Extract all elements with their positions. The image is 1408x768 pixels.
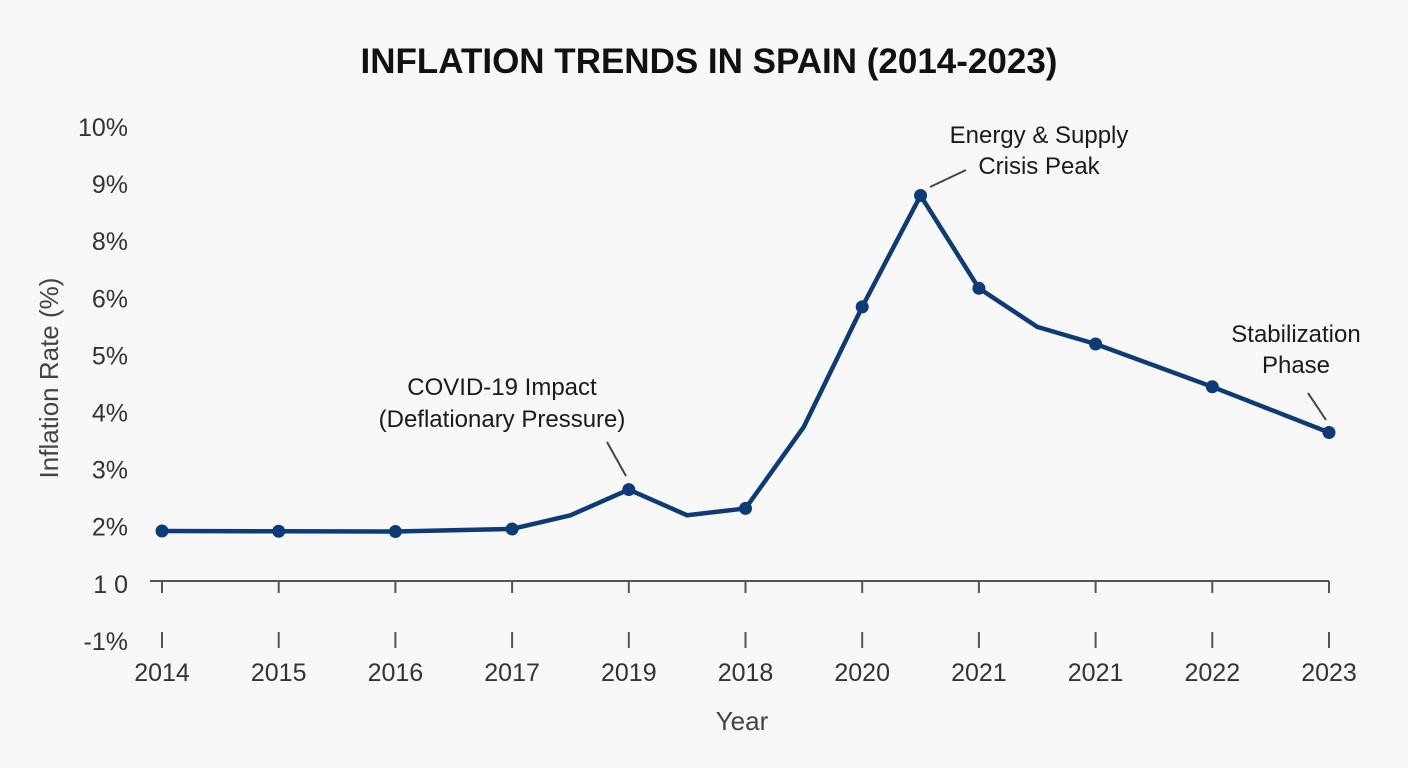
data-point: [1322, 425, 1336, 439]
annotation-text: Energy & Supply: [950, 122, 1129, 149]
x-tick-label: 2023: [1301, 659, 1357, 687]
y-tick-label: 8%: [92, 228, 128, 256]
annotation-text: Phase: [1262, 352, 1330, 379]
data-point: [1089, 337, 1103, 351]
chart-title: INFLATION TRENDS IN SPAIN (2014-2023): [361, 42, 1058, 81]
x-tick-label: 2017: [484, 659, 540, 687]
y-tick-label: 5%: [92, 342, 128, 370]
data-point: [855, 300, 869, 314]
y-tick-label: 2%: [92, 514, 128, 542]
x-tick-label: 2021: [1068, 659, 1124, 687]
data-point: [972, 281, 986, 295]
annotation-text: Crisis Peak: [978, 153, 1100, 180]
y-tick-label: 9%: [92, 171, 128, 199]
y-tick-label: 3%: [92, 457, 128, 485]
y-axis-label: Inflation Rate (%): [34, 278, 64, 479]
y-tick-label: -1%: [84, 628, 128, 656]
annotation-leader: [1307, 392, 1327, 421]
x-tick-label: 2015: [251, 659, 307, 687]
x-tick-label: 2020: [834, 659, 890, 687]
annotation-text: Stabilization: [1231, 321, 1360, 348]
x-tick-label: 2019: [601, 659, 657, 687]
x-tick-label: 2014: [134, 659, 190, 687]
x-tick-label: 2022: [1184, 659, 1240, 687]
data-point: [272, 524, 286, 538]
y-tick-label: 6%: [92, 285, 128, 313]
x-axis-label: Year: [716, 706, 769, 736]
data-point: [739, 501, 752, 515]
data-point: [914, 189, 928, 203]
data-point: [505, 522, 519, 536]
y-tick-label: 1 0: [93, 571, 128, 599]
annotation-leader: [606, 441, 627, 477]
annotation-text: COVID-19 Impact: [407, 374, 597, 401]
y-tick-label: 4%: [92, 400, 128, 428]
data-point: [155, 524, 169, 538]
data-point: [622, 483, 636, 497]
data-point: [1205, 380, 1219, 394]
series-line: [159, 193, 1332, 534]
annotation-leader: [929, 169, 967, 188]
x-tick-label: 2021: [951, 659, 1007, 687]
x-tick-label: 2016: [368, 659, 424, 687]
data-point: [388, 525, 402, 539]
y-tick-label: 10%: [78, 114, 128, 142]
annotation-text: (Deflationary Pressure): [379, 406, 626, 433]
x-tick-label: 2018: [718, 659, 774, 687]
